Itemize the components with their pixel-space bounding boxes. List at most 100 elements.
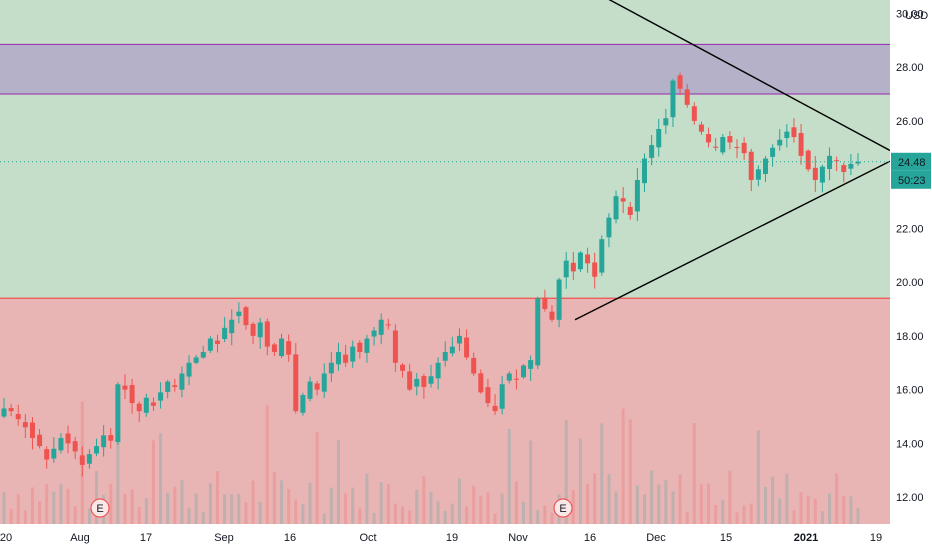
volume-bar [230, 494, 234, 524]
candle-body [834, 160, 840, 162]
volume-bar [699, 484, 703, 524]
volume-bar [643, 494, 646, 524]
candle-body [22, 422, 28, 428]
countdown-value: 50:23 [898, 175, 926, 187]
currency-label: USD [905, 10, 928, 22]
candle-body [762, 158, 768, 174]
volume-bar [450, 503, 454, 524]
volume-bar [600, 423, 604, 524]
lower-trendline [574, 160, 891, 321]
volume-bar [336, 439, 340, 524]
date-tick-label: Sep [214, 532, 234, 544]
volume-bar [714, 504, 718, 524]
candle-body [335, 352, 341, 365]
price-axis[interactable] [890, 0, 932, 550]
volume-bar [237, 493, 241, 524]
resistance-band [0, 44, 890, 95]
earnings-marker[interactable] [553, 498, 573, 518]
candle-body [449, 346, 455, 354]
candle-body [642, 158, 647, 184]
volume-bar [621, 408, 625, 524]
volume-bar [721, 499, 725, 524]
candle-body [478, 373, 484, 393]
candle-body [570, 262, 576, 272]
volume-bar [109, 483, 113, 524]
candle-body [29, 422, 35, 439]
volume-bar [593, 473, 597, 524]
volume-bar [95, 470, 99, 524]
volume-bar [137, 507, 141, 524]
candle-body [165, 381, 171, 392]
candle-body [684, 89, 690, 105]
price-tag [891, 152, 931, 171]
candle-body [243, 307, 249, 326]
candle-body [827, 155, 833, 169]
candle-body [300, 395, 306, 413]
candle-body [186, 362, 192, 377]
volume-bar [500, 493, 504, 524]
candle-body [521, 365, 527, 378]
candle-body [264, 321, 270, 347]
volume-bar [258, 501, 262, 524]
volume-bar [401, 506, 405, 524]
candle-body [37, 434, 43, 447]
candle-body [841, 165, 847, 172]
candle-body [734, 146, 740, 148]
volume-bar [664, 480, 668, 524]
volume-bar [265, 405, 269, 524]
candle-body [606, 217, 612, 238]
volume-bar [749, 503, 753, 524]
candle-body [513, 378, 519, 380]
volume-bar [208, 483, 212, 524]
candle-body [86, 454, 92, 464]
volume-bar [728, 470, 732, 524]
volume-bar [379, 482, 383, 524]
date-tick-label: 19 [870, 532, 882, 544]
candle-body [627, 206, 633, 215]
volume-bar [144, 498, 148, 524]
candle-body [193, 357, 199, 363]
volume-bar [564, 419, 568, 524]
candle-body [471, 357, 477, 374]
candle-body [101, 435, 107, 448]
candle-body [727, 136, 733, 143]
price-tick-label: 22.00 [896, 223, 924, 235]
volume-bar [507, 428, 511, 524]
volume-bar [272, 472, 276, 524]
candle-body [855, 161, 861, 164]
candle-body [328, 362, 334, 374]
volume-bar [842, 495, 846, 524]
volume-bar [59, 483, 63, 524]
time-axis[interactable] [0, 524, 932, 550]
volume-bar [365, 473, 369, 524]
volume-bar [465, 506, 469, 524]
earnings-marker[interactable] [90, 498, 110, 518]
candle-body [357, 342, 363, 353]
candle-body [15, 414, 21, 420]
volume-bar [742, 505, 746, 524]
volume-bar [657, 484, 661, 524]
volume-bar [308, 483, 312, 524]
volume-bar [735, 512, 739, 524]
volume-bar [443, 511, 447, 524]
volume-bar [849, 496, 853, 524]
candle-body [158, 392, 164, 401]
volume-bar [251, 480, 255, 524]
candle-body [421, 376, 427, 387]
volume-bar [806, 495, 810, 524]
candle-body [563, 260, 569, 278]
volume-bar [429, 491, 433, 524]
volume-bar [707, 483, 711, 524]
candle-body [577, 252, 583, 270]
date-tick-label: Dec [646, 532, 666, 544]
candle-body [371, 330, 377, 337]
date-tick-label: Aug [70, 532, 90, 544]
candle-body [556, 279, 562, 320]
candle-body [770, 147, 776, 157]
candle-body [649, 145, 655, 158]
candle-body [200, 352, 206, 358]
volume-bar [607, 474, 611, 524]
volume-bar [194, 493, 198, 524]
